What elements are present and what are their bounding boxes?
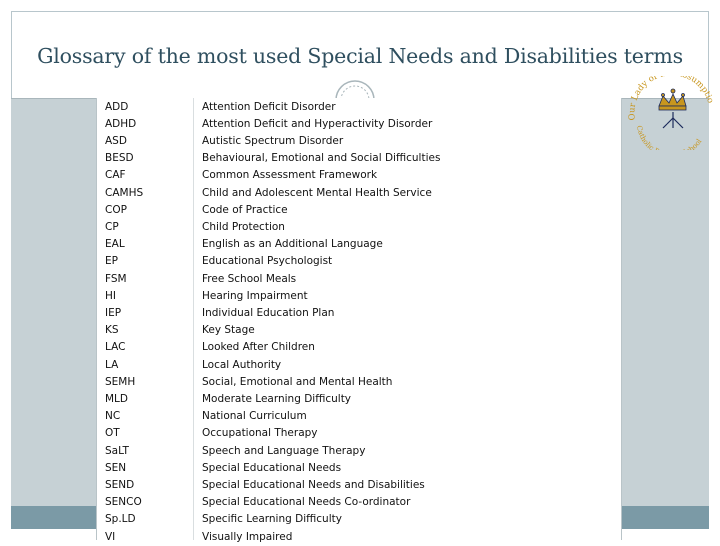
glossary-abbreviation: ASD [105, 134, 127, 147]
glossary-row: SEN Special Educational Needs [97, 460, 621, 477]
glossary-abbreviation: COP [105, 203, 127, 216]
lily-icon [662, 112, 684, 129]
glossary-term: Looked After Children [202, 341, 315, 354]
glossary-term: English as an Additional Language [202, 238, 383, 251]
logo-text-top: Our Lady of the Assumption [623, 76, 715, 121]
glossary-abbreviation: Sp.LD [105, 513, 136, 526]
glossary-term: Special Educational Needs [202, 461, 342, 474]
glossary-term: Local Authority [202, 358, 282, 371]
glossary-abbreviation: KS [105, 324, 119, 337]
glossary-abbreviation: ADD [105, 100, 129, 113]
glossary-abbreviation: SEMH [105, 375, 136, 388]
slide-title: Glossary of the most used Special Needs … [37, 44, 683, 68]
glossary-term: Code of Practice [202, 203, 288, 216]
svg-text:Our Lady of the Assumption: Our Lady of the Assumption [623, 76, 715, 121]
glossary-table: ADD Attention Deficit Disorder ADHD Attenti… [96, 98, 622, 543]
glossary-abbreviation: HI [105, 289, 116, 302]
glossary-abbreviation: LAC [105, 341, 126, 354]
glossary-term: Occupational Therapy [202, 427, 318, 440]
glossary-term: Educational Psychologist [202, 255, 333, 268]
crown-icon [658, 88, 687, 111]
glossary-term: Attention Deficit and Hyperactivity Diso… [202, 117, 433, 130]
glossary-abbreviation: NC [105, 410, 121, 423]
glossary-term: Specific Learning Difficulty [202, 513, 342, 526]
glossary-row: LA Local Authority [97, 357, 621, 374]
glossary-row: FSM Free School Meals [97, 271, 621, 288]
glossary-row: COP Code of Practice [97, 202, 621, 219]
glossary-abbreviation: CP [105, 220, 119, 233]
glossary-term: Individual Education Plan [202, 306, 335, 319]
glossary-term: Hearing Impairment [202, 289, 308, 302]
glossary-abbreviation: CAF [105, 169, 126, 182]
glossary-row: OT Occupational Therapy [97, 425, 621, 442]
glossary-abbreviation: SENCO [105, 496, 142, 509]
glossary-term: National Curriculum [202, 410, 307, 423]
glossary-row: IEP Individual Education Plan [97, 305, 621, 322]
glossary-abbreviation: MLD [105, 392, 128, 405]
glossary-abbreviation: EP [105, 255, 118, 268]
glossary-abbreviation: SEND [105, 478, 135, 491]
glossary-term: Behavioural, Emotional and Social Diffic… [202, 152, 441, 165]
glossary-abbreviation: SEN [105, 461, 127, 474]
glossary-abbreviation: EAL [105, 238, 125, 251]
glossary-row: SEMH Social, Emotional and Mental Health [97, 374, 621, 391]
glossary-row: SEND Special Educational Needs and Disabi… [97, 477, 621, 494]
glossary-row: Sp.LD Specific Learning Difficulty [97, 511, 621, 528]
glossary-term: Visually Impaired [202, 530, 293, 543]
glossary-term: Moderate Learning Difficulty [202, 392, 352, 405]
glossary-abbreviation: FSM [105, 272, 127, 285]
glossary-abbreviation: VI [105, 530, 116, 543]
glossary-abbreviation: SaLT [105, 444, 129, 457]
logo-text-bottom: Catholic Primary School [635, 125, 704, 150]
glossary-term: Free School Meals [202, 272, 297, 285]
school-logo: Our Lady of the Assumption Catholic Prim… [623, 76, 715, 150]
glossary-term: Attention Deficit Disorder [202, 100, 336, 113]
glossary-row: NC National Curriculum [97, 408, 621, 425]
glossary-term: Special Educational Needs and Disabiliti… [202, 478, 425, 491]
glossary-abbreviation: LA [105, 358, 119, 371]
glossary-row: LAC Looked After Children [97, 339, 621, 356]
glossary-term: Child and Adolescent Mental Health Servi… [202, 186, 432, 199]
glossary-row: SENCO Special Educational Needs Co-ordina… [97, 494, 621, 511]
glossary-row: ASD Autistic Spectrum Disorder [97, 133, 621, 150]
glossary-row: ADD Attention Deficit Disorder [97, 99, 621, 116]
glossary-term: Special Educational Needs Co-ordinator [202, 496, 411, 509]
glossary-row: EAL English as an Additional Language [97, 236, 621, 253]
glossary-abbreviation: ADHD [105, 117, 137, 130]
glossary-term: Child Protection [202, 220, 285, 233]
svg-text:Catholic Primary School: Catholic Primary School [635, 125, 704, 150]
glossary-row: KS Key Stage [97, 322, 621, 339]
glossary-row: CAF Common Assessment Framework [97, 167, 621, 184]
glossary-row: CAMHS Child and Adolescent Mental Health … [97, 185, 621, 202]
glossary-abbreviation: IEP [105, 306, 122, 319]
glossary-abbreviation: BESD [105, 152, 134, 165]
glossary-row: ADHD Attention Deficit and Hyperactivity … [97, 116, 621, 133]
glossary-term: Common Assessment Framework [202, 169, 378, 182]
glossary-term: Social, Emotional and Mental Health [202, 375, 393, 388]
column-divider [193, 98, 194, 540]
glossary-row: VI Visually Impaired [97, 529, 621, 546]
glossary-abbreviation: CAMHS [105, 186, 144, 199]
glossary-row: BESD Behavioural, Emotional and Social Di… [97, 150, 621, 167]
glossary-term: Key Stage [202, 324, 255, 337]
glossary-row: SaLT Speech and Language Therapy [97, 443, 621, 460]
glossary-term: Autistic Spectrum Disorder [202, 134, 344, 147]
glossary-row: MLD Moderate Learning Difficulty [97, 391, 621, 408]
glossary-row: CP Child Protection [97, 219, 621, 236]
glossary-term: Speech and Language Therapy [202, 444, 366, 457]
glossary-row: HI Hearing Impairment [97, 288, 621, 305]
glossary-row: EP Educational Psychologist [97, 253, 621, 270]
glossary-abbreviation: OT [105, 427, 120, 440]
